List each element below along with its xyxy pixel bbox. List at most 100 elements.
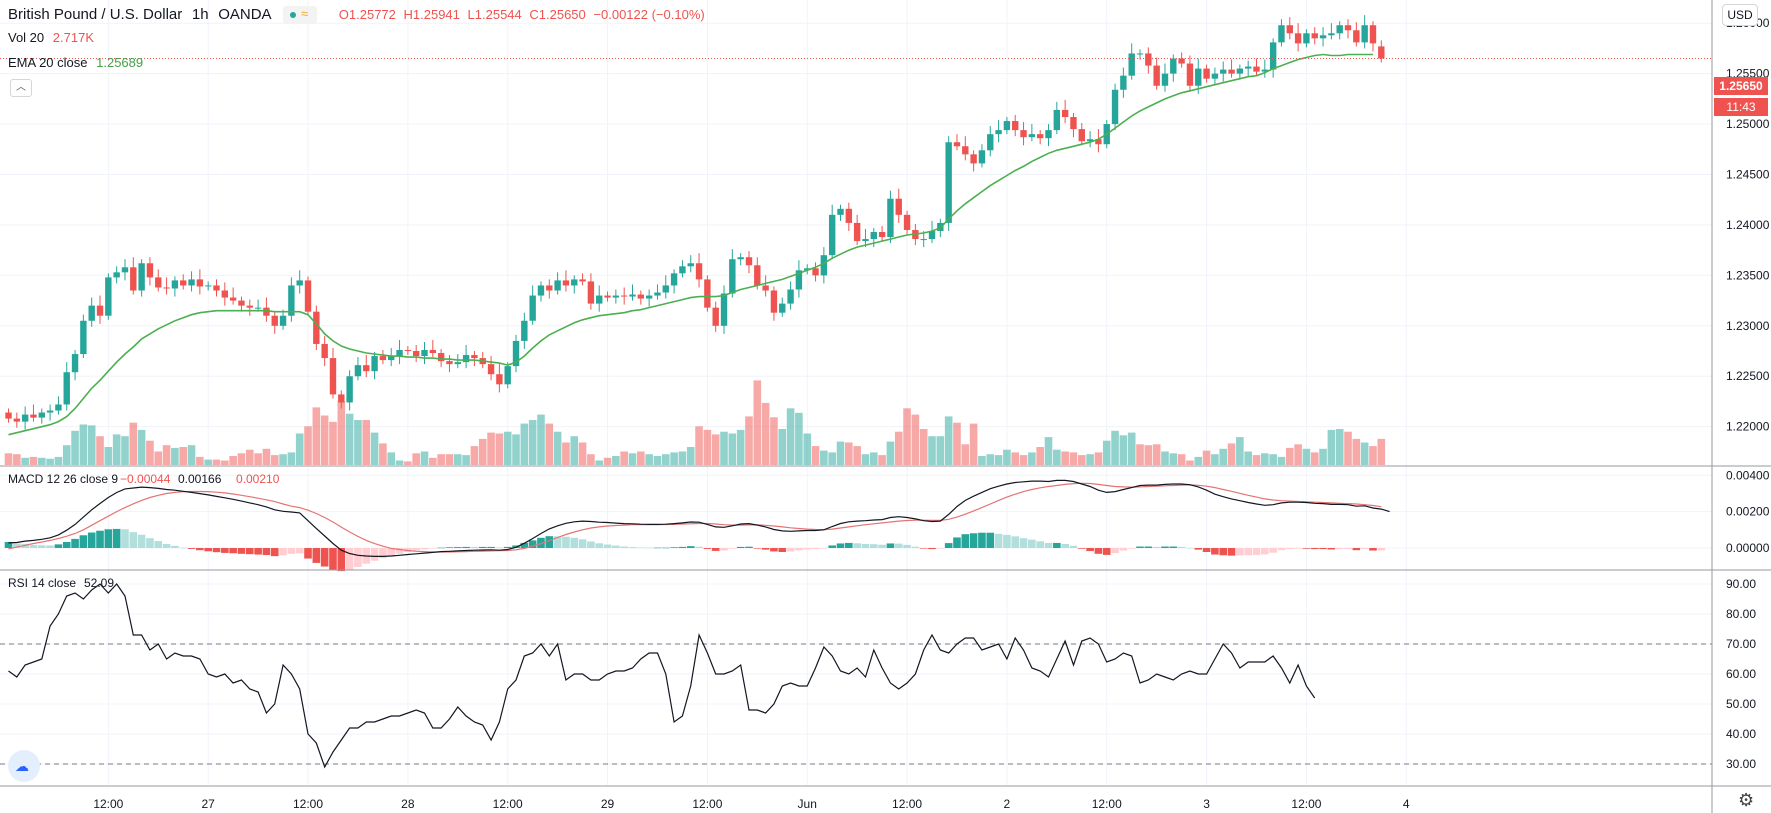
volume-bar (961, 444, 970, 465)
macd-histogram-bar (470, 546, 479, 548)
volume-bar (1077, 455, 1086, 465)
candle-body (687, 263, 694, 267)
macd-histogram-bar (487, 546, 495, 548)
rsi-tick-label: 90.00 (1726, 577, 1756, 591)
macd-histogram-bar (337, 548, 346, 572)
candle-body (155, 277, 162, 288)
macd-histogram-bar (1111, 548, 1119, 554)
macd-histogram-bar (1161, 546, 1169, 548)
rsi-tick-label: 30.00 (1726, 757, 1756, 771)
candle-body (1003, 121, 1011, 131)
market-status-badge[interactable]: ≈ (283, 5, 318, 24)
candle-body (196, 279, 204, 287)
candle-body (38, 412, 45, 418)
volume-bar (720, 431, 728, 465)
macd-histogram-bar (37, 545, 46, 548)
candle-body (870, 231, 877, 240)
macd-histogram-bar (1152, 546, 1161, 548)
volume-bar (237, 453, 246, 465)
volume-bar (429, 457, 437, 465)
volume-bar (994, 455, 1003, 465)
macd-histogram-bar (986, 532, 995, 548)
candle-body (504, 366, 511, 385)
candle-body (853, 222, 861, 242)
macd-histogram-bar (13, 543, 21, 548)
candle-body (1145, 53, 1152, 66)
volume-legend[interactable]: Vol 20 2.717K (8, 30, 94, 45)
rsi-tick-label: 50.00 (1726, 697, 1756, 711)
collapse-legend-button[interactable]: ︿ (10, 79, 32, 97)
volume-bar (1344, 431, 1352, 465)
candle-body (712, 307, 719, 326)
volume-bar (886, 441, 895, 465)
macd-histogram-bar (29, 544, 38, 548)
candle-body (1278, 25, 1285, 43)
candle-body (1170, 58, 1177, 74)
candle-body (612, 295, 620, 298)
candle-body (596, 295, 603, 304)
volume-bar (1186, 460, 1194, 465)
candle-body (238, 300, 245, 306)
macd-histogram-bar (1202, 548, 1211, 552)
candle-body (13, 418, 21, 422)
volume-bar (262, 448, 271, 465)
macd-histogram-bar (320, 548, 329, 567)
macd-histogram-bar (354, 548, 362, 567)
x-tick-label: 12:00 (892, 797, 922, 811)
volume-bar (562, 442, 570, 465)
candle-body (138, 263, 145, 291)
macd-tick-label: 0.00000 (1726, 541, 1770, 555)
macd-histogram-bar (1086, 548, 1094, 552)
timeframe-label[interactable]: 1h (191, 6, 209, 23)
macd-histogram-bar (1227, 548, 1236, 556)
volume-bar (1269, 454, 1277, 465)
macd-histogram-bar (478, 546, 487, 548)
candle-body (1061, 109, 1069, 118)
macd-histogram-bar (953, 537, 961, 548)
price-tick-label: 1.22500 (1726, 369, 1770, 383)
candle-body (637, 294, 645, 299)
settings-gear-icon[interactable]: ⚙ (1738, 790, 1755, 810)
tradingview-logo-icon[interactable]: ☁ (8, 750, 40, 782)
volume-bar (595, 460, 604, 465)
volume-bar (1236, 437, 1244, 465)
candle-body (263, 307, 270, 316)
ema-line (8, 53, 1373, 436)
symbol-title[interactable]: British Pound / U.S. Dollar (8, 6, 183, 23)
candle-body (1378, 46, 1385, 59)
candle-body (288, 285, 295, 316)
x-tick-label: 12:00 (493, 797, 523, 811)
candle-body (604, 295, 611, 298)
price-tick-label: 1.24500 (1726, 168, 1770, 182)
volume-bar (553, 431, 562, 465)
x-tick-label: Jun (798, 797, 817, 811)
volume-bar (146, 440, 154, 465)
macd-histogram-bar (154, 541, 163, 548)
macd-histogram-bar (162, 544, 171, 548)
volume-bar (512, 434, 520, 465)
macd-histogram-bar (528, 540, 537, 548)
volume-bar (978, 456, 986, 465)
candle-body (229, 297, 237, 301)
volume-bar (612, 456, 620, 465)
candle-body (1244, 66, 1252, 69)
macd-histogram-bar (312, 548, 321, 563)
volume-bar (986, 454, 995, 465)
volume-bar (1094, 452, 1103, 465)
volume-bar (711, 434, 720, 465)
macd-histogram-bar (212, 548, 221, 553)
candle-body (46, 410, 54, 413)
currency-button[interactable]: USD (1722, 4, 1758, 26)
macd-histogram-bar (628, 547, 637, 548)
macd-histogram-bar (903, 544, 911, 548)
wave-icon: ≈ (301, 5, 309, 21)
ema-legend[interactable]: EMA 20 close 1.25689 (8, 55, 143, 70)
macd-histogram-bar (612, 545, 620, 548)
candle-body (371, 356, 378, 372)
volume-bar (404, 461, 412, 465)
candle-body (562, 280, 570, 286)
macd-histogram-bar (221, 548, 229, 553)
volume-bar (96, 436, 104, 465)
macd-histogram-bar (1236, 548, 1244, 556)
